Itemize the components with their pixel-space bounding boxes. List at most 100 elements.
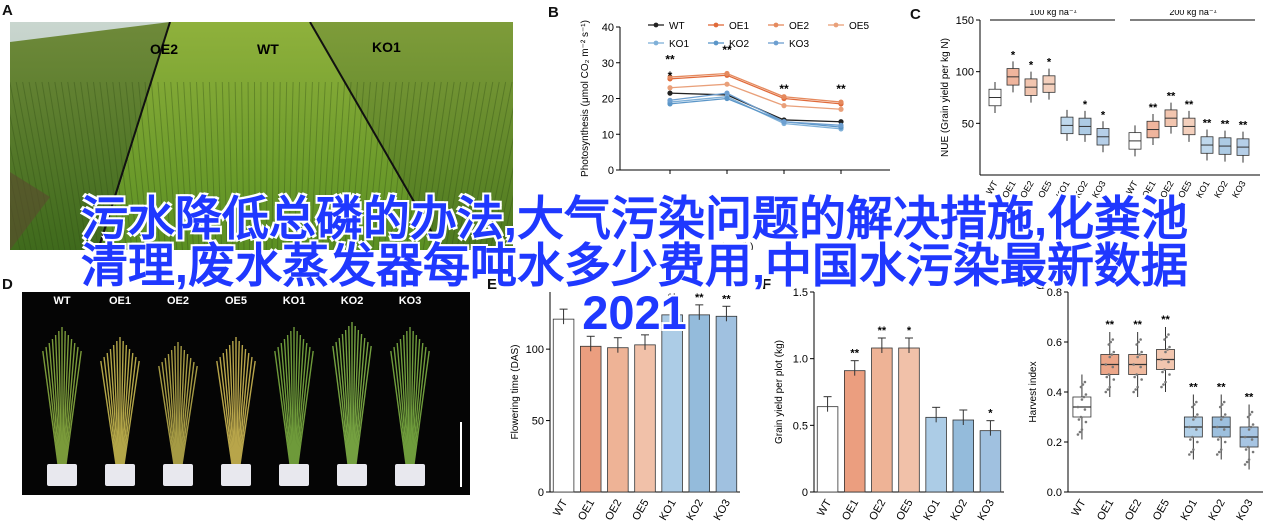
significance-mark: * (1083, 99, 1088, 111)
significance-mark: ** (1245, 392, 1254, 404)
data-point (1252, 423, 1255, 426)
data-point (1084, 381, 1087, 384)
significance-mark: ** (1221, 119, 1230, 131)
data-point (1083, 396, 1086, 399)
data-point (1251, 438, 1254, 441)
data-point (1134, 388, 1137, 391)
x-tick-label: OE5 (894, 498, 915, 523)
data-point (1109, 341, 1112, 344)
data-point (667, 85, 672, 90)
legend-entry: OE5 (849, 21, 869, 32)
data-point (724, 82, 729, 87)
data-point (1081, 428, 1084, 431)
data-point (1166, 348, 1169, 351)
data-point (1162, 383, 1165, 386)
data-point (1216, 453, 1219, 456)
data-point (1110, 353, 1113, 356)
data-point (1251, 411, 1254, 414)
data-point (1133, 376, 1136, 379)
x-tick-label: OE1 (840, 498, 861, 523)
bar-oe2 (872, 348, 893, 492)
data-point (1223, 401, 1226, 404)
legend-marker (654, 41, 659, 46)
y-axis-label: Photosynthesis (μmol CO₂ m⁻² s⁻¹) (580, 20, 591, 177)
y-tick-label: 0 (608, 165, 614, 177)
data-point (724, 96, 729, 101)
data-point (1111, 366, 1114, 369)
x-tick-label: OE5 (1151, 498, 1172, 523)
data-point (1195, 401, 1198, 404)
data-point (781, 103, 786, 108)
data-point (1111, 338, 1114, 341)
data-point (1191, 436, 1194, 439)
y-tick-label: 20 (602, 94, 614, 106)
y-tick-label: 0.4 (1047, 387, 1062, 399)
y-tick-label: 100 (956, 67, 974, 79)
data-point (1224, 441, 1227, 444)
significance-mark: * (988, 408, 993, 420)
bar-wt (553, 319, 574, 492)
x-tick-label: OE1 (1095, 498, 1116, 523)
data-point (1164, 381, 1167, 384)
data-point (1140, 351, 1143, 354)
bar-oe2 (608, 348, 629, 492)
data-point (1108, 386, 1111, 389)
y-tick-label: 0 (538, 487, 544, 499)
data-point (1137, 341, 1140, 344)
data-point (1132, 363, 1135, 366)
data-point (1196, 413, 1199, 416)
y-tick-label: 10 (602, 129, 614, 141)
significance-mark: ** (1149, 102, 1158, 114)
significance-mark: * (1011, 49, 1016, 61)
data-point (1219, 436, 1222, 439)
data-point (1248, 428, 1251, 431)
legend-marker (654, 23, 659, 28)
data-point (1136, 356, 1139, 359)
legend-entry: OE1 (729, 21, 749, 32)
x-tick-label: KO3 (976, 498, 997, 523)
data-point (1107, 343, 1110, 346)
y-axis-label: Flowering time (DAS) (510, 344, 521, 439)
legend-marker (714, 41, 719, 46)
bar-ko3 (716, 316, 737, 492)
significance-mark: ** (722, 43, 732, 57)
data-point (1247, 446, 1250, 449)
bar-ko3 (980, 431, 1001, 492)
data-point (1196, 441, 1199, 444)
x-tick-label: WT (551, 497, 570, 518)
data-point (1247, 416, 1250, 419)
bar-wt (817, 407, 838, 492)
data-point (1249, 413, 1252, 416)
y-tick-label: 30 (602, 58, 614, 70)
significance-mark: ** (1239, 120, 1248, 132)
bar-ko2 (689, 315, 710, 492)
data-point (1132, 391, 1135, 394)
data-point (781, 119, 786, 124)
data-point (1079, 431, 1082, 434)
overlay-headline: 污水降低总磷的办法,大气污染问题的解决措施,化粪池 清理,废水蒸发器每吨水多少费… (0, 195, 1269, 336)
data-point (1252, 451, 1255, 454)
data-point (1193, 403, 1196, 406)
data-point (1190, 451, 1193, 454)
data-point (1136, 386, 1139, 389)
data-point (1107, 373, 1110, 376)
significance-mark: * (1101, 109, 1106, 121)
y-tick-label: 0.5 (793, 420, 808, 432)
data-point (1191, 406, 1194, 409)
panel-label-a: A (2, 2, 13, 19)
x-tick-label: OE5 (630, 498, 651, 523)
overlay-line-3: 2021 (0, 289, 1269, 336)
data-point (1077, 433, 1080, 436)
y-axis-label: Grain yield per plot (kg) (774, 340, 785, 444)
data-point (838, 99, 843, 104)
data-point (1194, 416, 1197, 419)
data-point (1163, 368, 1166, 371)
x-tick-label: KO1 (1179, 498, 1200, 523)
data-point (838, 123, 843, 128)
significance-mark: ** (665, 52, 675, 66)
data-point (1222, 416, 1225, 419)
significance-mark: ** (1217, 382, 1226, 394)
data-point (1080, 416, 1083, 419)
x-tick-label: OE1 (576, 498, 597, 523)
data-point (1106, 388, 1109, 391)
